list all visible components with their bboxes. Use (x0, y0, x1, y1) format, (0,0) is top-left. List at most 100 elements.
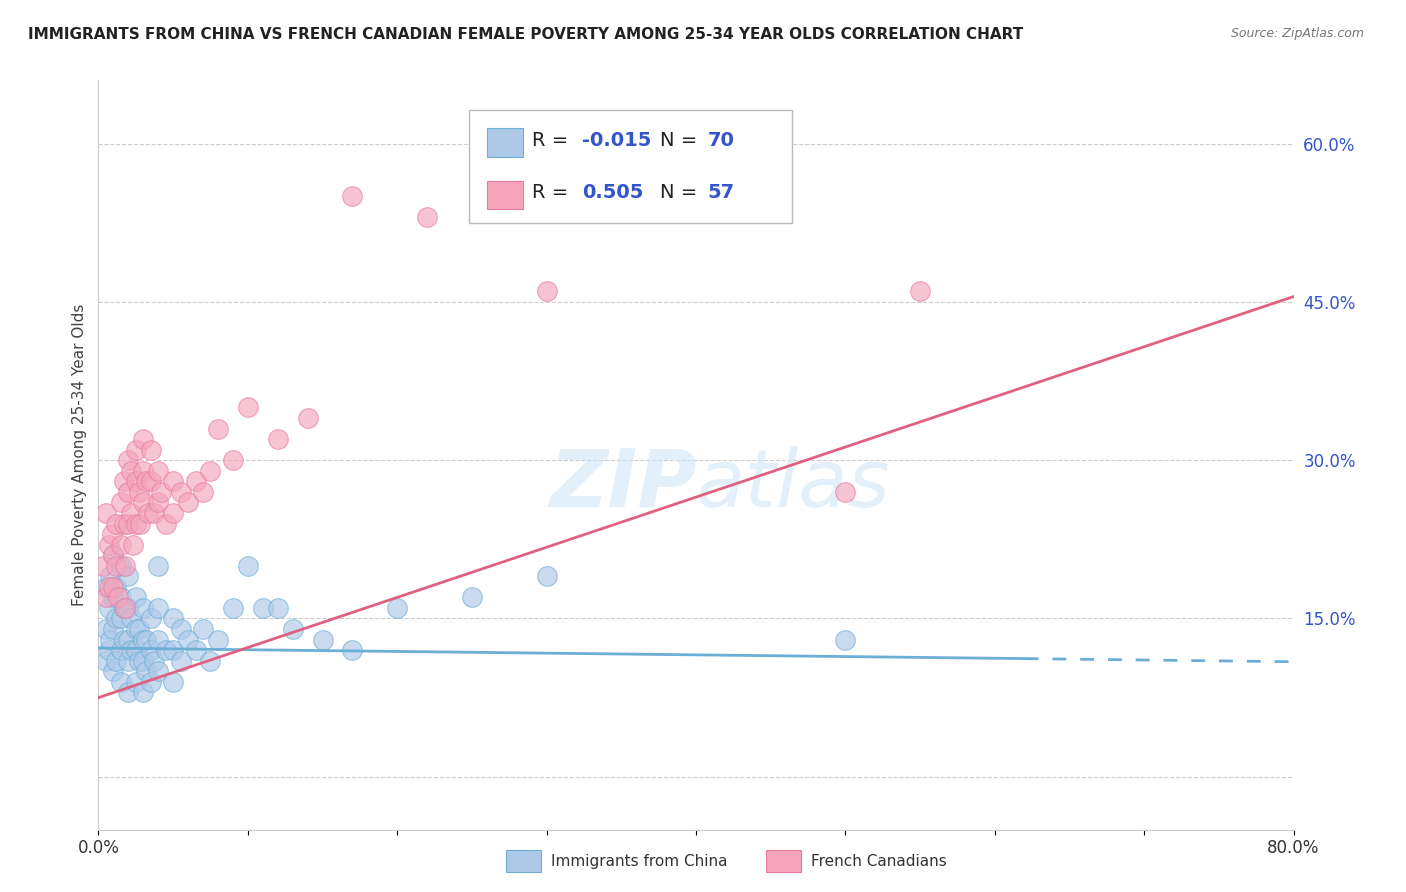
Point (105, 516, 128, 531)
Point (128, 622, 150, 636)
Point (110, 643, 132, 657)
Point (267, 601, 290, 615)
Text: N =: N = (661, 183, 703, 202)
Point (297, 411, 319, 425)
Text: N =: N = (661, 131, 703, 150)
Point (120, 643, 142, 657)
Text: 57: 57 (709, 183, 735, 202)
Point (236, 401, 259, 415)
Point (94, 622, 117, 636)
Point (132, 632, 155, 647)
Point (132, 601, 155, 615)
Point (120, 506, 142, 520)
Point (252, 601, 274, 615)
Text: 0.505: 0.505 (582, 183, 644, 202)
Point (94, 580, 117, 594)
Text: French Canadians: French Canadians (811, 855, 948, 869)
Point (139, 475, 162, 489)
Text: Source: ZipAtlas.com: Source: ZipAtlas.com (1230, 27, 1364, 40)
Point (105, 580, 128, 594)
Point (132, 432, 155, 446)
Point (129, 516, 152, 531)
Point (103, 548, 125, 562)
Point (177, 632, 200, 647)
Point (207, 421, 229, 435)
Point (103, 548, 125, 562)
FancyBboxPatch shape (470, 111, 792, 223)
Point (107, 591, 129, 605)
Point (162, 611, 184, 625)
Point (117, 654, 139, 668)
Point (207, 632, 229, 647)
Point (536, 285, 558, 299)
Text: ZIP: ZIP (548, 446, 696, 524)
Point (908, 285, 931, 299)
Point (94, 591, 117, 605)
Point (191, 484, 214, 499)
Point (834, 632, 856, 647)
Point (148, 601, 170, 615)
Point (105, 654, 128, 668)
Point (112, 601, 135, 615)
Point (169, 654, 191, 668)
Point (103, 665, 125, 679)
Point (98, 632, 122, 647)
Point (385, 601, 409, 615)
Point (236, 558, 259, 573)
Point (184, 643, 207, 657)
Point (155, 643, 177, 657)
Point (281, 622, 304, 636)
Point (110, 674, 132, 689)
Point (125, 674, 148, 689)
Point (125, 516, 148, 531)
Point (94, 506, 117, 520)
Text: R =: R = (533, 131, 575, 150)
Bar (486, 181, 523, 209)
Point (222, 601, 245, 615)
Text: Immigrants from China: Immigrants from China (551, 855, 728, 869)
Point (110, 591, 132, 605)
Point (125, 442, 148, 457)
Point (311, 632, 333, 647)
Point (97, 601, 120, 615)
Bar (486, 128, 523, 157)
Point (177, 495, 200, 509)
Point (110, 611, 132, 625)
Point (162, 643, 184, 657)
Point (142, 654, 165, 668)
Point (132, 654, 155, 668)
Point (110, 558, 132, 573)
Point (114, 558, 136, 573)
Point (98, 569, 122, 583)
Point (162, 674, 184, 689)
Point (191, 622, 214, 636)
Point (97, 538, 120, 552)
Point (125, 475, 148, 489)
Point (97, 580, 120, 594)
Point (105, 558, 128, 573)
Point (125, 643, 148, 657)
Text: 70: 70 (709, 131, 735, 150)
Point (416, 211, 439, 225)
Point (121, 538, 143, 552)
Point (148, 558, 170, 573)
Text: atlas: atlas (696, 446, 891, 524)
Point (834, 484, 856, 499)
Point (222, 453, 245, 467)
Point (101, 527, 124, 541)
Point (117, 516, 139, 531)
Point (112, 632, 135, 647)
Point (200, 464, 222, 478)
Point (117, 685, 139, 699)
Point (103, 622, 125, 636)
Point (105, 611, 128, 625)
Text: -0.015: -0.015 (582, 131, 652, 150)
Point (112, 516, 135, 531)
Point (110, 538, 132, 552)
Point (135, 665, 157, 679)
Point (120, 464, 142, 478)
Point (128, 484, 150, 499)
Point (132, 464, 155, 478)
Point (103, 591, 125, 605)
Point (139, 643, 162, 657)
